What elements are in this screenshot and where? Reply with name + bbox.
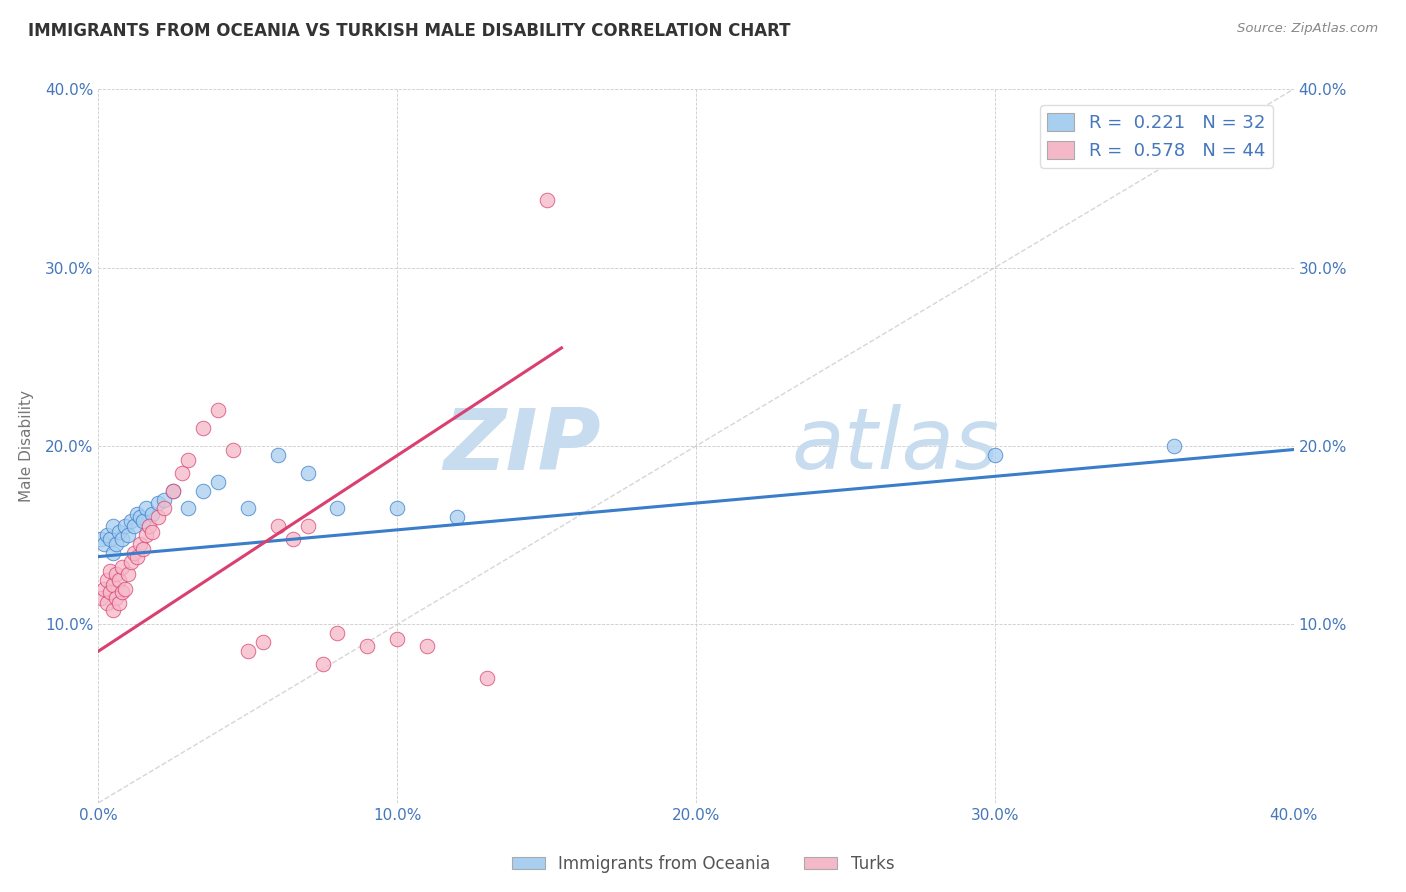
Point: [108, 573, 131, 587]
Legend: Immigrants from Oceania, Turks: Immigrants from Oceania, Turks: [505, 848, 901, 880]
Point: [103, 603, 125, 617]
Point: [297, 466, 319, 480]
Point: [111, 585, 134, 599]
Point: [153, 501, 176, 516]
Point: [267, 448, 290, 462]
Point: [207, 403, 229, 417]
Point: [446, 510, 468, 524]
Text: Source: ZipAtlas.com: Source: ZipAtlas.com: [1237, 22, 1378, 36]
Point: [177, 453, 200, 467]
Point: [148, 510, 170, 524]
Point: [100, 532, 122, 546]
Point: [281, 532, 304, 546]
Point: [90, 532, 112, 546]
Point: [475, 671, 498, 685]
Point: [177, 501, 200, 516]
Point: [311, 657, 333, 671]
Point: [108, 596, 131, 610]
Point: [132, 542, 155, 557]
Point: [416, 639, 439, 653]
Point: [127, 507, 149, 521]
Point: [103, 546, 125, 560]
Point: [108, 524, 131, 539]
Point: [96, 528, 118, 542]
Point: [153, 492, 176, 507]
Point: [267, 519, 290, 533]
Point: [222, 442, 245, 457]
Point: [120, 514, 142, 528]
Point: [138, 519, 160, 533]
Point: [120, 555, 142, 569]
Point: [111, 532, 134, 546]
Point: [252, 635, 274, 649]
Point: [103, 578, 125, 592]
Point: [103, 519, 125, 533]
Point: [93, 537, 115, 551]
Point: [129, 537, 152, 551]
Point: [141, 524, 163, 539]
Point: [1163, 439, 1185, 453]
Point: [117, 567, 139, 582]
Point: [385, 632, 409, 646]
Legend: R =  0.221   N = 32, R =  0.578   N = 44: R = 0.221 N = 32, R = 0.578 N = 44: [1040, 105, 1272, 168]
Point: [356, 639, 378, 653]
Point: [117, 528, 139, 542]
Point: [536, 193, 558, 207]
Point: [141, 507, 163, 521]
Y-axis label: Male Disability: Male Disability: [18, 390, 34, 502]
Point: [90, 591, 112, 605]
Point: [297, 519, 319, 533]
Point: [135, 528, 157, 542]
Text: atlas: atlas: [792, 404, 1000, 488]
Point: [124, 546, 146, 560]
Point: [135, 501, 157, 516]
Point: [984, 448, 1007, 462]
Point: [162, 483, 184, 498]
Point: [111, 560, 134, 574]
Point: [96, 573, 118, 587]
Point: [105, 591, 128, 605]
Point: [326, 501, 349, 516]
Point: [129, 510, 152, 524]
Point: [191, 421, 214, 435]
Point: [124, 519, 146, 533]
Point: [105, 567, 128, 582]
Point: [96, 596, 118, 610]
Point: [148, 496, 170, 510]
Point: [172, 466, 194, 480]
Point: [127, 549, 149, 564]
Point: [385, 501, 409, 516]
Point: [162, 483, 184, 498]
Point: [236, 644, 259, 658]
Text: IMMIGRANTS FROM OCEANIA VS TURKISH MALE DISABILITY CORRELATION CHART: IMMIGRANTS FROM OCEANIA VS TURKISH MALE …: [28, 22, 790, 40]
Text: ZIP: ZIP: [443, 404, 600, 488]
Point: [100, 564, 122, 578]
Point: [114, 519, 136, 533]
Point: [100, 585, 122, 599]
Point: [114, 582, 136, 596]
Point: [207, 475, 229, 489]
Point: [132, 514, 155, 528]
Point: [236, 501, 259, 516]
Point: [326, 626, 349, 640]
Point: [191, 483, 214, 498]
Point: [105, 537, 128, 551]
Point: [93, 582, 115, 596]
